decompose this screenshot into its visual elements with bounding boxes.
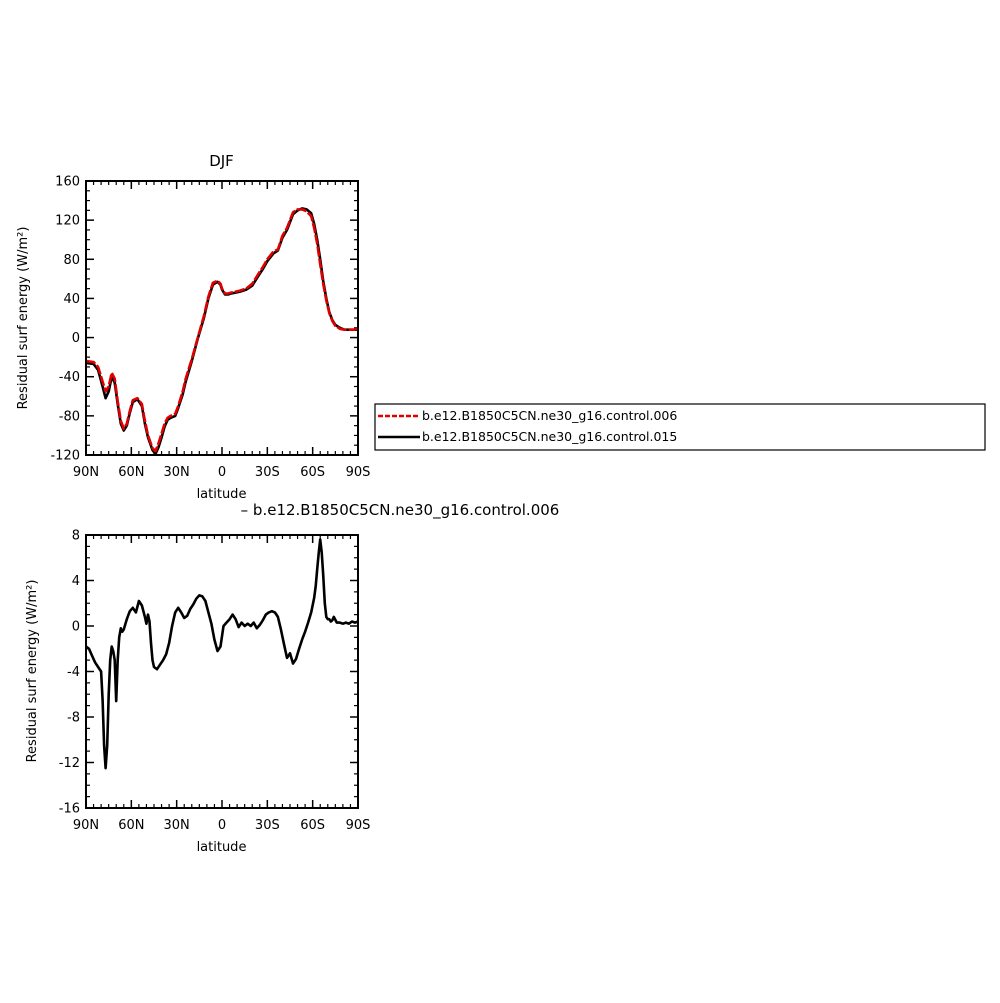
panel2-plot-frame: [85, 534, 359, 809]
legend-entry-015: b.e12.B1850C5CN.ne30_g16.control.015: [422, 429, 677, 444]
p2-xtick-label: 60N: [118, 818, 144, 833]
panel2-title: – b.e12.B1850C5CN.ne30_g16.control.006: [241, 501, 560, 520]
legend-entry-006: b.e12.B1850C5CN.ne30_g16.control.006: [422, 408, 677, 423]
p1-ytick-label: 80: [63, 253, 80, 268]
p2-series-line-0: [85, 538, 359, 770]
p2-xtick-label: 0: [218, 818, 226, 833]
p2-ytick-label: -4: [67, 665, 80, 680]
p1-ytick-label: -40: [59, 370, 80, 385]
p1-xtick-label: 60N: [118, 465, 144, 480]
panel1-ylabel: Residual surf energy (W/m²): [16, 227, 31, 410]
p1-xtick-label: 30N: [164, 465, 190, 480]
p2-xtick-label: 90N: [73, 818, 99, 833]
p2-ytick-label: -16: [59, 802, 80, 817]
p1-xtick-label: 0: [218, 465, 226, 480]
p2-ytick-label: 0: [72, 620, 80, 635]
p1-xtick-label: 90N: [73, 465, 99, 480]
p1-series-line-0: [85, 208, 359, 453]
p1-series-line-1: [85, 207, 358, 456]
p2-ytick-label: -12: [59, 756, 80, 771]
djf-panel: DJF 90N 60N 30N 0 30S 60S 90S -120 -80 -40 0 40 80 12…: [16, 152, 370, 502]
panel1-plot-frame: [85, 180, 359, 456]
legend: b.e12.B1850C5CN.ne30_g16.control.006 b.e…: [374, 403, 986, 451]
p2-ytick-label: 8: [72, 529, 80, 544]
panel1-xlabel: latitude: [197, 487, 247, 502]
p1-ytick-label: 160: [55, 175, 80, 190]
panel2-xlabel: latitude: [197, 840, 247, 855]
p2-xtick-label: 30S: [255, 818, 280, 833]
p2-xtick-label: 90S: [346, 818, 371, 833]
p1-ytick-label: 120: [55, 214, 80, 229]
difference-panel: – b.e12.B1850C5CN.ne30_g16.control.006 9…: [25, 501, 559, 855]
p1-ytick-label: -120: [50, 449, 80, 464]
p2-xtick-label: 60S: [300, 818, 325, 833]
p2-xtick-label: 30N: [164, 818, 190, 833]
p1-ytick-label: -80: [59, 409, 80, 424]
p1-ytick-label: 40: [63, 292, 80, 307]
p1-xtick-label: 60S: [300, 465, 325, 480]
p2-ytick-label: 4: [72, 574, 80, 589]
p1-xtick-label: 30S: [255, 465, 280, 480]
panel2-ylabel: Residual surf energy (W/m²): [25, 580, 40, 763]
p1-xtick-label: 90S: [346, 465, 371, 480]
p2-ytick-label: -8: [67, 711, 80, 726]
legend-box: [374, 403, 986, 451]
panel1-title: DJF: [209, 152, 234, 170]
p1-ytick-label: 0: [72, 331, 80, 346]
